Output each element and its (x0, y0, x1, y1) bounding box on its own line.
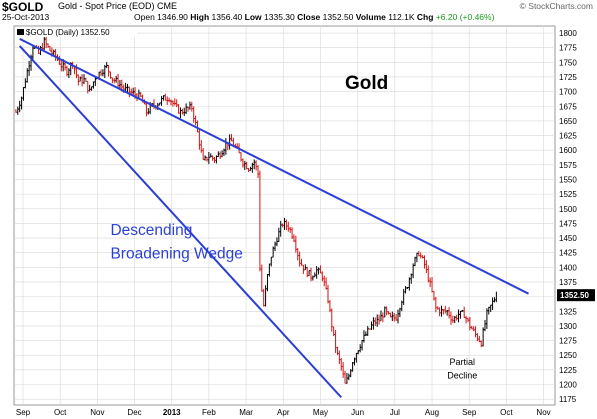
x-tick-label: 2013 (163, 408, 181, 417)
plot-area (13, 25, 556, 406)
x-tick-label: May (313, 408, 328, 417)
date-label: 25-Oct-2013 (2, 12, 50, 22)
y-tick-label: 1525 (559, 190, 577, 199)
price-series (15, 36, 497, 384)
annotation-label: Descending (110, 222, 192, 239)
y-tick-label: 1675 (559, 102, 577, 111)
description-text: Gold - Spot Price (EOD) (58, 1, 155, 11)
y-tick-label: 1175 (559, 395, 577, 404)
last-value-tag (557, 289, 595, 302)
x-tick-label: Nov (90, 408, 104, 417)
annotation-label: Broadening Wedge (110, 246, 242, 263)
annotation-label: Partial (450, 357, 476, 367)
y-tick-label: 1650 (559, 117, 577, 126)
description-label: Gold - Spot Price (EOD) CME (58, 1, 177, 11)
volume-label: Volume (355, 12, 386, 22)
y-tick-label: 1725 (559, 73, 577, 82)
low-label: Low (244, 12, 262, 22)
legend-swatch (17, 29, 24, 35)
annotation-label: Decline (447, 371, 477, 381)
lower-trendline (18, 45, 342, 399)
chg-value: +6.20 (+0.46%) (435, 12, 495, 22)
y-tick-label: 1475 (559, 219, 577, 228)
y-tick-label: 1575 (559, 161, 577, 170)
volume-value: 112.1K (388, 12, 415, 22)
high-label: High (190, 12, 210, 22)
y-tick-label: 1300 (559, 322, 577, 331)
x-tick-label: Mar (239, 408, 253, 417)
legend-label: $GOLD (Daily) 1352.50 (26, 28, 110, 37)
close-label: Close (297, 12, 321, 22)
x-tick-label: Sep (462, 408, 477, 417)
x-tick-label: Apr (277, 408, 290, 417)
y-tick-label: 1400 (559, 263, 577, 272)
open-value: 1346.90 (157, 12, 188, 22)
upper-trendline (19, 37, 529, 295)
chg-label: Chg (416, 12, 434, 22)
x-tick-label: Oct (54, 408, 67, 417)
last-value-label: 1352.50 (560, 291, 589, 300)
y-tick-label: 1275 (559, 337, 577, 346)
x-tick-label: Jun (351, 408, 364, 417)
x-tick-label: Jul (390, 408, 400, 417)
x-tick-label: Dec (127, 408, 141, 417)
x-tick-label: Feb (202, 408, 216, 417)
low-value: 1335.30 (264, 12, 295, 22)
y-tick-label: 1225 (559, 366, 577, 375)
y-tick-label: 1450 (559, 234, 577, 243)
y-tick-label: 1500 (559, 205, 577, 214)
y-tick-label: 1600 (559, 146, 577, 155)
x-tick-label: Sep (16, 408, 31, 417)
legend-box (15, 27, 137, 37)
open-label: Open (134, 12, 155, 22)
x-tick-label: Oct (500, 408, 513, 417)
y-tick-label: 1375 (559, 278, 577, 287)
y-tick-label: 1550 (559, 175, 577, 184)
x-tick-label: Aug (425, 408, 439, 417)
y-tick-label: 1750 (559, 58, 577, 67)
copyright-label: © StockCharts.com (519, 1, 593, 11)
chart-header: $GOLD Gold - Spot Price (EOD) CME © Stoc… (0, 0, 597, 24)
exchange-text: CME (157, 1, 178, 11)
symbol-label: $GOLD (2, 0, 44, 14)
y-tick-label: 1775 (559, 44, 577, 53)
y-tick-label: 1200 (559, 380, 577, 389)
y-tick-label: 1700 (559, 88, 577, 97)
y-tick-label: 1325 (559, 307, 577, 316)
y-tick-label: 1425 (559, 249, 577, 258)
chart-title: Gold (345, 73, 388, 94)
high-value: 1356.40 (211, 12, 243, 22)
ohlc-readout: Open 1346.90 High 1356.40 Low 1335.30 Cl… (134, 12, 494, 22)
x-tick-label: Nov (536, 408, 550, 417)
y-tick-label: 1800 (559, 29, 577, 38)
y-tick-label: 1625 (559, 132, 577, 141)
close-value: 1352.50 (322, 12, 354, 22)
y-tick-label: 1250 (559, 351, 577, 360)
